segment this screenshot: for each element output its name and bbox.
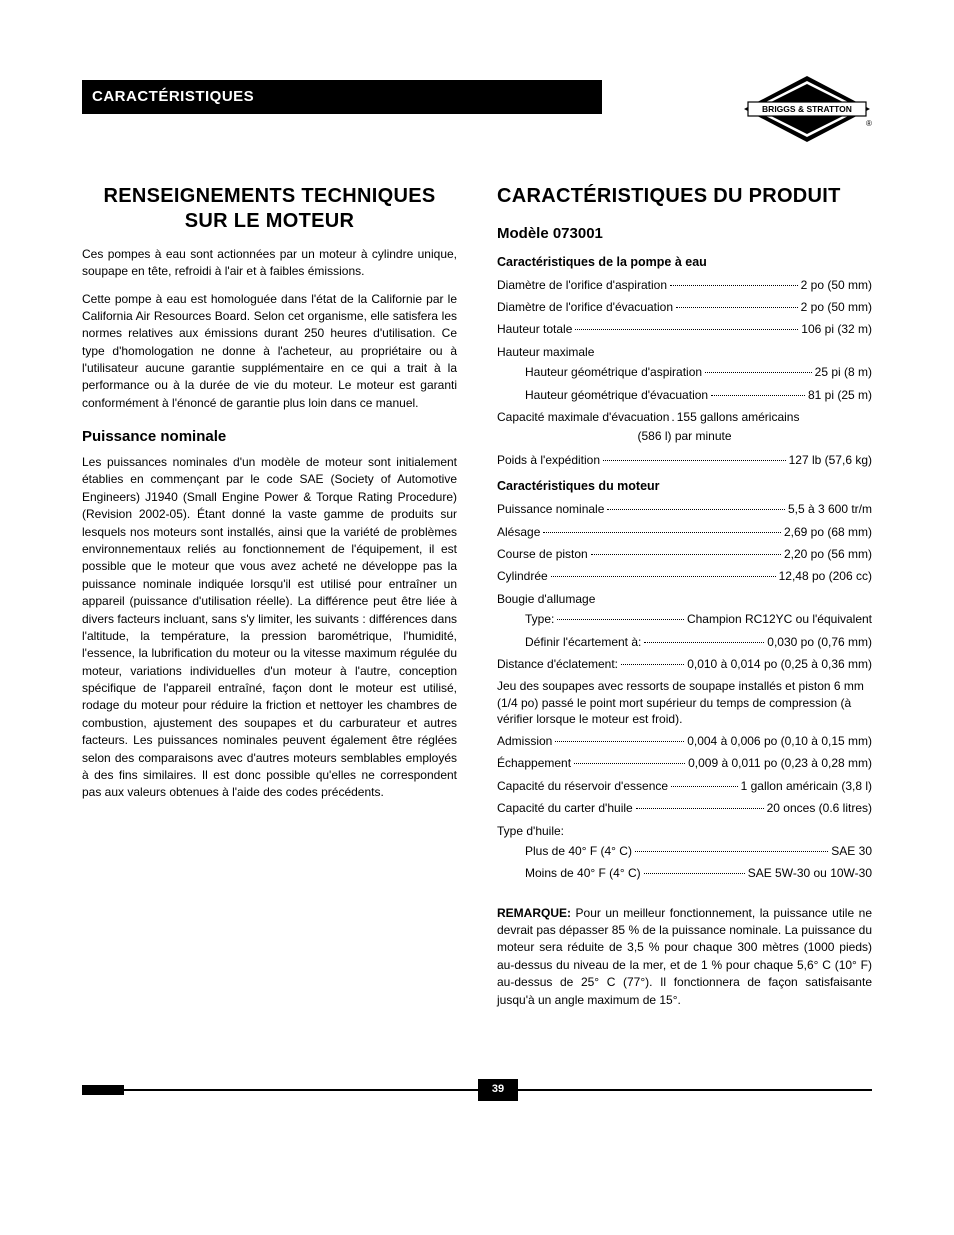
footer-accent (82, 1085, 124, 1095)
spec-value: 0,004 à 0,006 po (0,10 à 0,15 mm) (687, 733, 872, 750)
spec-value: 20 onces (0.6 litres) (767, 800, 872, 817)
remark-paragraph: REMARQUE: Pour un meilleur fonctionnemen… (497, 905, 872, 1009)
spec-value: 155 gallons américains (677, 409, 800, 426)
spec-label: Alésage (497, 524, 540, 541)
spec-line: Type: Champion RC12YC ou l'équivalent (525, 611, 872, 628)
oil-type-label: Type d'huile: (497, 823, 872, 840)
fuel-line: Capacité du réservoir d'essence 1 gallon… (497, 778, 872, 795)
content-columns: RENSEIGNEMENTS TECHNIQUES SUR LE MOTEUR … (82, 184, 872, 1019)
valve-spec-list: Admission 0,004 à 0,006 po (0,10 à 0,15 m… (497, 733, 872, 773)
svg-text:®: ® (866, 119, 872, 128)
engine-spec-list: Puissance nominale 5,5 à 3 600 tr/m Alésag… (497, 501, 872, 586)
spec-label: Capacité maximale d'évacuation (497, 409, 669, 426)
spec-line: Hauteur géométrique d'aspiration 25 pi (8… (525, 364, 872, 381)
spec-value: 1 gallon américain (3,8 l) (741, 778, 872, 795)
header-bar: CARACTÉRISTIQUES (82, 80, 602, 114)
spec-line: Moins de 40° F (4° C) SAE 5W-30 ou 10W-30 (525, 865, 872, 882)
spec-line: Plus de 40° F (4° C) SAE 30 (525, 843, 872, 860)
spec-label: Course de piston (497, 546, 588, 563)
spec-value: 0,010 à 0,014 po (0,25 à 0,36 mm) (687, 656, 872, 673)
footer-rule-left (124, 1089, 478, 1091)
spec-value: 0,030 po (0,76 mm) (767, 634, 872, 651)
spec-value: 2,20 po (56 mm) (784, 546, 872, 563)
spec-value: 5,5 à 3 600 tr/m (788, 501, 872, 518)
spec-label: Poids à l'expédition (497, 452, 600, 469)
engine-spec-heading: Caractéristiques du moteur (497, 477, 872, 495)
capacity-line-2: (586 l) par minute (497, 428, 872, 445)
model-heading: Modèle 073001 (497, 223, 872, 245)
spec-value: Champion RC12YC ou l'équivalent (687, 611, 872, 628)
pump-spec-list: Diamètre de l'orifice d'aspiration 2 po (… (497, 277, 872, 339)
logo-text: BRIGGS & STRATTON (762, 104, 852, 114)
spec-value: 127 lb (57,6 kg) (789, 452, 872, 469)
spec-value: SAE 5W-30 ou 10W-30 (748, 865, 872, 882)
spec-value: 12,48 po (206 cc) (779, 568, 872, 585)
spec-label: Capacité du réservoir d'essence (497, 778, 668, 795)
spec-label: Hauteur totale (497, 321, 572, 338)
oilcap-line: Capacité du carter d'huile 20 onces (0.6… (497, 800, 872, 817)
ship-weight-line: Poids à l'expédition 127 lb (57,6 kg) (497, 452, 872, 469)
left-title: RENSEIGNEMENTS TECHNIQUES SUR LE MOTEUR (82, 184, 457, 234)
spec-line: Admission 0,004 à 0,006 po (0,10 à 0,15 m… (497, 733, 872, 750)
briggs-stratton-logo: BRIGGS & STRATTON ® (742, 74, 872, 144)
spark-spec-list: Type: Champion RC12YC ou l'équivalent Défi… (497, 611, 872, 651)
spec-line: Puissance nominale 5,5 à 3 600 tr/m (497, 501, 872, 518)
oil-spec-list: Plus de 40° F (4° C) SAE 30 Moins de 40° F… (497, 843, 872, 883)
spec-label: Capacité du carter d'huile (497, 800, 633, 817)
max-head-label: Hauteur maximale (497, 344, 872, 361)
remark-bold: REMARQUE: (497, 906, 571, 920)
left-para-2: Cette pompe à eau est homologuée dans l'… (82, 291, 457, 413)
footer-rule-right (518, 1089, 872, 1091)
spec-label: Hauteur géométrique d'évacuation (525, 387, 708, 404)
spec-label: Type: (525, 611, 554, 628)
spec-value: 0,009 à 0,011 po (0,23 à 0,28 mm) (688, 755, 872, 772)
remark-text: Pour un meilleur fonctionnement, la puis… (497, 906, 872, 1007)
spec-label: Définir l'écartement à: (525, 634, 641, 651)
max-head-list: Hauteur géométrique d'aspiration 25 pi (8… (497, 364, 872, 404)
spec-line: Définir l'écartement à: 0,030 po (0,76 mm… (525, 634, 872, 651)
spec-value: 25 pi (8 m) (815, 364, 872, 381)
left-para-3: Les puissances nominales d'un modèle de … (82, 454, 457, 802)
spec-line: Hauteur géométrique d'évacuation 81 pi (2… (525, 387, 872, 404)
pump-spec-heading: Caractéristiques de la pompe à eau (497, 253, 872, 271)
spec-line: Diamètre de l'orifice d'évacuation 2 po (… (497, 299, 872, 316)
spec-line: Échappement 0,009 à 0,011 po (0,23 à 0,28… (497, 755, 872, 772)
capacity-line: Capacité maximale d'évacuation . 155 gal… (497, 409, 872, 426)
spec-label: Moins de 40° F (4° C) (525, 865, 641, 882)
spec-label: Diamètre de l'orifice d'évacuation (497, 299, 673, 316)
spec-label: Plus de 40° F (4° C) (525, 843, 632, 860)
spec-line: Course de piston 2,20 po (56 mm) (497, 546, 872, 563)
valve-note: Jeu des soupapes avec ressorts de soupap… (497, 678, 872, 727)
spec-line: Hauteur totale 106 pi (32 m) (497, 321, 872, 338)
spec-label: Hauteur géométrique d'aspiration (525, 364, 702, 381)
spec-value: 2,69 po (68 mm) (784, 524, 872, 541)
spec-label: Diamètre de l'orifice d'aspiration (497, 277, 667, 294)
spec-label: Échappement (497, 755, 571, 772)
left-subheading: Puissance nominale (82, 426, 457, 448)
spec-value: 2 po (50 mm) (801, 277, 872, 294)
spec-line: Diamètre de l'orifice d'aspiration 2 po (… (497, 277, 872, 294)
spec-value: 106 pi (32 m) (801, 321, 872, 338)
burst-line: Distance d'éclatement: 0,010 à 0,014 po … (497, 656, 872, 673)
spec-value: 2 po (50 mm) (801, 299, 872, 316)
page-header: CARACTÉRISTIQUES BRIGGS & STRATTON ® (82, 80, 872, 114)
right-title: CARACTÉRISTIQUES DU PRODUIT (497, 184, 872, 209)
spec-value: 81 pi (25 m) (808, 387, 872, 404)
left-para-1: Ces pompes à eau sont actionnées par un … (82, 246, 457, 281)
left-column: RENSEIGNEMENTS TECHNIQUES SUR LE MOTEUR … (82, 184, 457, 1019)
spec-label: Puissance nominale (497, 501, 604, 518)
page-number: 39 (478, 1079, 518, 1101)
spark-label: Bougie d'allumage (497, 591, 872, 608)
spec-label: Admission (497, 733, 552, 750)
spec-label: Distance d'éclatement: (497, 656, 618, 673)
spec-line: Alésage 2,69 po (68 mm) (497, 524, 872, 541)
spec-line: Cylindrée 12,48 po (206 cc) (497, 568, 872, 585)
page-footer: 39 (82, 1079, 872, 1101)
spec-value: SAE 30 (831, 843, 872, 860)
spec-label: Cylindrée (497, 568, 548, 585)
right-column: CARACTÉRISTIQUES DU PRODUIT Modèle 07300… (497, 184, 872, 1019)
